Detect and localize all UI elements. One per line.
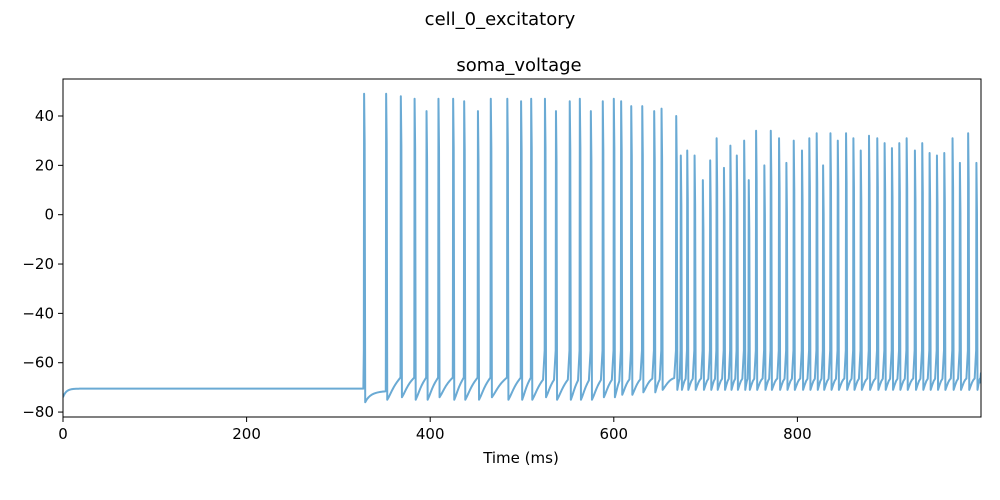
- y-tick-label: −20: [22, 255, 54, 273]
- y-tick-label: 40: [35, 107, 54, 125]
- y-tick-label: −40: [22, 304, 54, 322]
- x-tick-label: 200: [232, 425, 261, 443]
- y-tick-label: −80: [22, 403, 54, 421]
- chart-title: soma_voltage: [456, 55, 581, 76]
- y-axis: 40 20 0 −20 −40 −60 −80: [22, 107, 63, 421]
- plot-frame: [62, 78, 982, 418]
- x-tick-label: 0: [58, 425, 68, 443]
- x-axis-label: Time (ms): [482, 449, 559, 467]
- y-tick-label: −60: [22, 354, 54, 372]
- y-tick-label: 20: [35, 156, 54, 174]
- x-tick-label: 600: [599, 425, 628, 443]
- x-tick-label: 800: [783, 425, 812, 443]
- series-layer: [63, 92, 981, 404]
- x-tick-label: 400: [416, 425, 445, 443]
- x-axis: 0 200 400 600 800: [58, 417, 812, 443]
- figure-suptitle: cell_0_excitatory: [425, 9, 576, 30]
- voltage-trace-line: [63, 92, 981, 404]
- y-tick-label: 0: [44, 206, 54, 224]
